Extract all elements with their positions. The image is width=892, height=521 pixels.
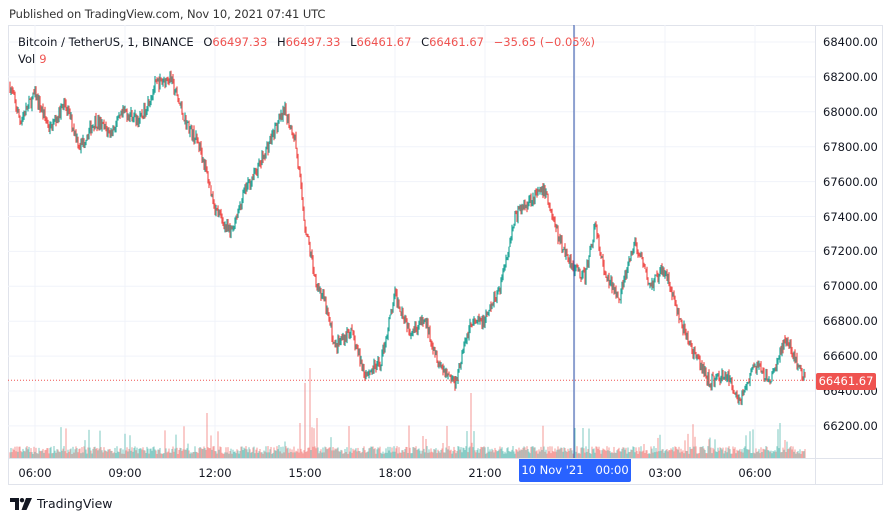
high-label: H <box>276 35 286 49</box>
time-axis[interactable]: 06:00 09:00 12:00 15:00 18:00 21:00 03:00 06:00 <box>8 458 815 485</box>
time-axis-label: 03:00 <box>648 466 682 480</box>
price-axis-label: 68000.00 <box>823 104 878 119</box>
volume-label[interactable]: Vol <box>18 52 36 66</box>
chart-plot-area[interactable] <box>8 25 815 458</box>
high-value: 66497.33 <box>285 35 341 49</box>
price-axis-label: 66800.00 <box>823 314 878 329</box>
volume-legend: Vol 9 <box>18 52 47 66</box>
time-axis-label: 09:00 <box>108 466 142 480</box>
time-axis-label: 06:00 <box>738 466 772 480</box>
chart-frame <box>8 25 883 485</box>
low-label: L <box>350 35 357 49</box>
time-axis-label: 15:00 <box>288 466 322 480</box>
price-axis-label: 66600.00 <box>823 349 878 364</box>
time-axis-label: 12:00 <box>198 466 232 480</box>
price-axis-label: 66200.00 <box>823 418 878 433</box>
price-axis-label: 67400.00 <box>823 209 878 224</box>
open-label: O <box>203 35 213 49</box>
price-axis-label: 67600.00 <box>823 174 878 189</box>
tradingview-brand[interactable]: TradingView <box>10 496 113 511</box>
price-axis-label: 68200.00 <box>823 69 878 84</box>
close-value: 66461.67 <box>429 35 484 49</box>
brand-name: TradingView <box>37 496 113 511</box>
time-axis-label: 21:00 <box>468 466 502 480</box>
price-axis-label: 67200.00 <box>823 244 878 259</box>
close-label: C <box>421 35 430 49</box>
price-axis[interactable]: 68400.00 68200.00 68000.00 67800.00 67600.00… <box>815 25 883 458</box>
open-value: 66497.33 <box>212 35 268 49</box>
crosshair-time: 00:00 <box>595 463 629 477</box>
time-axis-label: 06:00 <box>18 466 52 480</box>
price-axis-label: 68400.00 <box>823 35 878 49</box>
last-price-tag: 66461.67 <box>816 373 876 390</box>
crosshair-time-tag: 10 Nov '21 00:00 <box>519 459 631 482</box>
published-caption: Published on TradingView.com, Nov 10, 20… <box>9 7 326 21</box>
crosshair-date: 10 Nov '21 <box>521 463 584 477</box>
price-axis-label: 67800.00 <box>823 139 878 154</box>
time-axis-label: 18:00 <box>378 466 412 480</box>
candlestick-chart <box>8 25 815 458</box>
volume-value: 9 <box>39 52 47 66</box>
change-value: −35.65 (−0.05%) <box>493 35 595 49</box>
axis-corner <box>815 458 883 485</box>
symbol-legend: Bitcoin / TetherUS, 1, BINANCE O66497.33… <box>18 35 595 49</box>
symbol-name[interactable]: Bitcoin / TetherUS, 1, BINANCE <box>18 35 194 49</box>
price-axis-label: 67000.00 <box>823 279 878 294</box>
low-value: 66461.67 <box>356 35 412 49</box>
tradingview-logo-icon <box>10 497 32 510</box>
